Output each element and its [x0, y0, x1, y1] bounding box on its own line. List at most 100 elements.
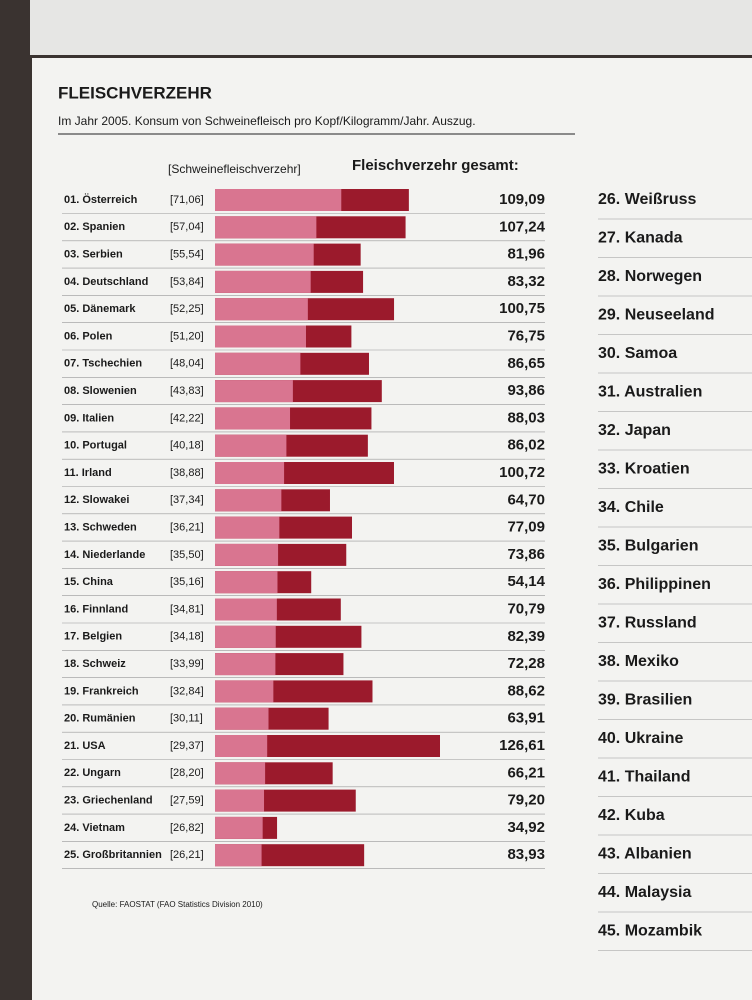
pork-bar [215, 598, 277, 621]
pork-bar [215, 189, 342, 211]
pork-value-label: [27,59] [170, 795, 204, 807]
pork-bar [215, 462, 285, 484]
pork-bar [215, 680, 274, 703]
category-label: 21. USA [64, 740, 106, 752]
pork-bar [215, 707, 269, 730]
more-category-label: 31. Australien [598, 384, 702, 401]
pork-bar [215, 325, 306, 348]
chart-title: FLEISCHVERZEHR [58, 83, 212, 102]
category-label: 04. Deutschland [64, 276, 148, 288]
total-value-label: 100,72 [499, 464, 545, 481]
more-category-label: 44. Malaysia [598, 884, 692, 901]
total-value-label: 64,70 [507, 491, 545, 508]
total-value-label: 81,96 [507, 246, 545, 263]
pork-value-label: [43,83] [170, 385, 204, 397]
pork-bar [215, 625, 276, 648]
total-value-label: 82,39 [507, 628, 545, 645]
pork-value-label: [26,21] [170, 849, 204, 861]
pork-value-label: [34,18] [170, 631, 204, 643]
total-value-label: 88,62 [507, 682, 545, 699]
total-value-label: 54,14 [507, 573, 545, 590]
pork-value-label: [40,18] [170, 440, 204, 452]
pork-bar [215, 571, 278, 594]
category-label: 14. Niederlande [64, 549, 145, 561]
pork-value-label: [42,22] [170, 412, 204, 424]
pork-value-label: [71,06] [170, 194, 204, 206]
total-value-label: 109,09 [499, 191, 545, 208]
total-value-label: 86,02 [507, 437, 545, 454]
total-value-label: 77,09 [507, 519, 545, 536]
pork-value-label: [33,99] [170, 658, 204, 670]
category-label: 10. Portugal [64, 440, 127, 452]
pork-value-label: [35,16] [170, 576, 204, 588]
category-label: 15. China [64, 576, 114, 588]
category-label: 13. Schweden [64, 522, 137, 534]
total-value-label: 126,61 [499, 737, 545, 754]
pork-bar [215, 516, 280, 539]
pork-bar [215, 789, 265, 812]
total-value-label: 107,24 [499, 218, 546, 235]
pork-value-label: [35,50] [170, 549, 204, 561]
pork-bar [215, 489, 282, 512]
category-label: 11. Irland [64, 467, 112, 479]
pork-value-label: [34,81] [170, 603, 204, 615]
category-label: 19. Frankreich [64, 685, 139, 697]
category-label: 16. Finnland [64, 603, 128, 615]
pork-value-label: [48,04] [170, 358, 204, 370]
more-category-label: 26. Weißruss [598, 191, 697, 208]
pork-value-label: [37,34] [170, 494, 204, 506]
more-category-label: 33. Kroatien [598, 461, 690, 478]
pork-bar [215, 243, 314, 266]
category-label: 07. Tschechien [64, 358, 142, 370]
chart-subtitle: Im Jahr 2005. Konsum von Schweinefleisch… [58, 114, 476, 128]
total-value-label: 93,86 [507, 382, 545, 399]
pork-bar [215, 762, 266, 785]
more-category-label: 30. Samoa [598, 345, 677, 362]
total-value-label: 83,32 [507, 273, 545, 290]
total-value-label: 66,21 [507, 764, 545, 781]
pork-bar [215, 434, 287, 457]
total-value-label: 63,91 [507, 710, 545, 727]
category-label: 08. Slowenien [64, 385, 137, 397]
more-category-label: 32. Japan [598, 422, 671, 439]
total-value-label: 34,92 [507, 819, 545, 836]
category-label: 01. Österreich [64, 193, 138, 206]
legend-total: Fleischverzehr gesamt: [352, 157, 519, 174]
more-category-label: 43. Albanien [598, 846, 692, 863]
category-label: 24. Vietnam [64, 822, 125, 834]
more-category-label: 34. Chile [598, 499, 664, 516]
total-value-label: 73,86 [507, 546, 545, 563]
pork-bar [215, 735, 268, 757]
pork-bar [215, 380, 293, 403]
pork-bar [215, 816, 263, 839]
pork-value-label: [36,21] [170, 522, 204, 534]
category-label: 23. Griechenland [64, 795, 153, 807]
total-value-label: 70,79 [507, 600, 545, 617]
pork-value-label: [32,84] [170, 685, 204, 697]
pork-bar [215, 844, 262, 867]
total-value-label: 88,03 [507, 409, 545, 426]
more-category-label: 45. Mozambik [598, 923, 702, 940]
category-label: 20. Rumänien [64, 713, 136, 725]
category-label: 25. Großbritannien [64, 849, 162, 861]
legend-pork: [Schweinefleischverzehr] [168, 162, 301, 176]
pork-bar [215, 653, 276, 676]
more-category-label: 38. Mexiko [598, 653, 679, 670]
more-category-label: 35. Bulgarien [598, 538, 698, 555]
frame-top [30, 0, 752, 55]
total-value-label: 76,75 [507, 327, 545, 344]
category-label: 06. Polen [64, 330, 113, 342]
source: Quelle: FAOSTAT (FAO Statistics Division… [92, 900, 263, 909]
category-label: 17. Belgien [64, 631, 122, 643]
more-category-label: 42. Kuba [598, 807, 665, 824]
total-value-label: 83,93 [507, 846, 545, 863]
more-category-label: 29. Neuseeland [598, 307, 715, 324]
pork-value-label: [53,84] [170, 276, 204, 288]
more-category-label: 27. Kanada [598, 230, 683, 247]
pork-bar [215, 352, 301, 375]
category-label: 03. Serbien [64, 249, 123, 261]
pork-bar [215, 270, 311, 293]
total-value-label: 79,20 [507, 792, 545, 809]
category-label: 18. Schweiz [64, 658, 126, 670]
